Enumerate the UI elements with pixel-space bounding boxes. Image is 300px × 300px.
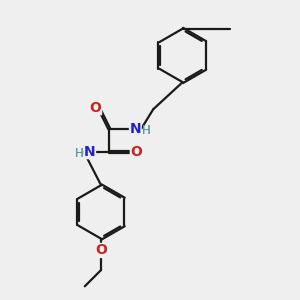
Text: O: O <box>130 145 142 159</box>
Text: N: N <box>84 145 95 159</box>
Text: H: H <box>75 147 84 160</box>
Text: N: N <box>84 145 95 159</box>
Text: N: N <box>130 122 141 136</box>
Text: O: O <box>90 100 101 115</box>
Text: O: O <box>130 145 142 159</box>
Text: N: N <box>130 122 141 136</box>
Text: O: O <box>95 243 107 257</box>
Text: H: H <box>75 147 84 160</box>
Text: H: H <box>141 124 150 137</box>
Text: H: H <box>141 124 150 137</box>
Text: O: O <box>90 100 101 115</box>
Text: O: O <box>95 243 107 257</box>
